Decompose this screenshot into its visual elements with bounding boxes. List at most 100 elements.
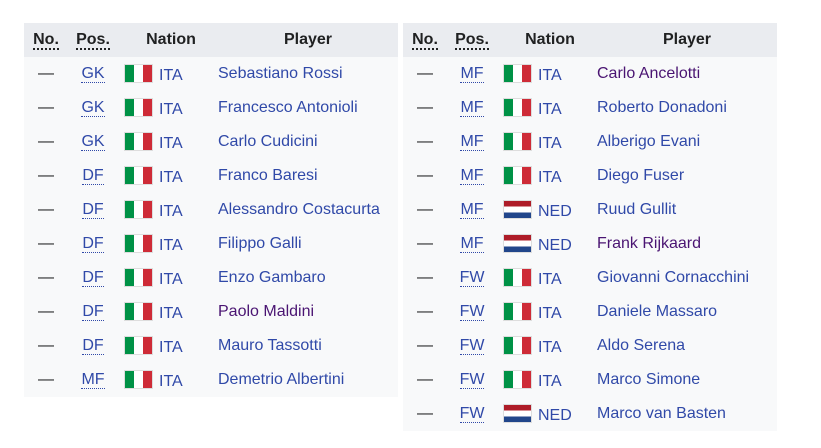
header-pos: Pos. <box>455 31 489 50</box>
position-link[interactable]: MF <box>81 371 105 389</box>
player-link[interactable]: Roberto Donadoni <box>597 99 727 116</box>
nation-code[interactable]: ITA <box>538 100 562 118</box>
player-link[interactable]: Sebastiano Rossi <box>218 65 343 82</box>
position-link[interactable]: GK <box>81 65 105 83</box>
position-link[interactable]: DF <box>82 235 104 253</box>
position-link[interactable]: GK <box>81 133 105 151</box>
position-link[interactable]: MF <box>460 133 484 151</box>
header-player: Player <box>597 23 777 57</box>
italy-flag-icon <box>124 267 153 287</box>
player-link[interactable]: Diego Fuser <box>597 167 685 184</box>
nation-code[interactable]: ITA <box>538 66 562 84</box>
nation-code[interactable]: ITA <box>159 338 183 356</box>
player-link[interactable]: Francesco Antonioli <box>218 99 358 116</box>
squad-number: — <box>417 371 433 388</box>
nation-code[interactable]: NED <box>538 236 572 254</box>
player-link[interactable]: Demetrio Albertini <box>218 371 345 388</box>
position-link[interactable]: GK <box>81 99 105 117</box>
table-row: — GK ITA Sebastiano Rossi <box>24 57 398 91</box>
position-link[interactable]: DF <box>82 269 104 287</box>
italy-flag-icon <box>124 131 153 151</box>
position-link[interactable]: DF <box>82 201 104 219</box>
italy-flag-icon <box>503 97 532 117</box>
player-link[interactable]: Paolo Maldini <box>218 303 315 320</box>
player-link[interactable]: Enzo Gambaro <box>218 269 326 286</box>
squad-number: — <box>417 65 433 82</box>
italy-flag-icon <box>503 335 532 355</box>
header-no: No. <box>33 31 59 50</box>
nation-code[interactable]: ITA <box>159 100 183 118</box>
nation-code[interactable]: ITA <box>159 236 183 254</box>
italy-flag-icon <box>124 233 153 253</box>
table-row: — GK ITA Carlo Cudicini <box>24 125 398 159</box>
header-nation: Nation <box>118 23 218 57</box>
player-link[interactable]: Marco Simone <box>597 371 701 388</box>
squad-number: — <box>38 201 54 218</box>
nation-code[interactable]: ITA <box>159 134 183 152</box>
position-link[interactable]: MF <box>460 201 484 219</box>
header-player: Player <box>218 23 398 57</box>
player-link[interactable]: Frank Rijkaard <box>597 235 702 252</box>
nation-code[interactable]: ITA <box>159 66 183 84</box>
position-link[interactable]: DF <box>82 167 104 185</box>
squad-number: — <box>417 99 433 116</box>
squad-number: — <box>38 133 54 150</box>
position-link[interactable]: FW <box>459 269 485 287</box>
nation-code[interactable]: ITA <box>538 304 562 322</box>
table-row: — FW ITA Marco Simone <box>403 363 777 397</box>
position-link[interactable]: FW <box>459 371 485 389</box>
player-link[interactable]: Carlo Cudicini <box>218 133 318 150</box>
squad-table-right: No. Pos. Nation Player — MF ITA Carlo Ancel… <box>403 23 777 431</box>
nation-code[interactable]: NED <box>538 202 572 220</box>
player-link[interactable]: Alessandro Costacurta <box>218 201 380 218</box>
table-row: — DF ITA Mauro Tassotti <box>24 329 398 363</box>
player-link[interactable]: Alberigo Evani <box>597 133 701 150</box>
nation-code[interactable]: ITA <box>538 134 562 152</box>
netherlands-flag-icon <box>503 199 532 219</box>
table-header: No. Pos. Nation Player <box>24 23 398 57</box>
nation-code[interactable]: ITA <box>159 304 183 322</box>
player-link[interactable]: Aldo Serena <box>597 337 686 354</box>
nation-code[interactable]: ITA <box>538 168 562 186</box>
position-link[interactable]: MF <box>460 167 484 185</box>
italy-flag-icon <box>503 63 532 83</box>
table-row: — DF ITA Enzo Gambaro <box>24 261 398 295</box>
player-link[interactable]: Giovanni Cornacchini <box>597 269 750 286</box>
table-row: — DF ITA Filippo Galli <box>24 227 398 261</box>
player-link[interactable]: Franco Baresi <box>218 167 318 184</box>
table-row: — DF ITA Paolo Maldini <box>24 295 398 329</box>
position-link[interactable]: MF <box>460 235 484 253</box>
position-link[interactable]: FW <box>459 405 485 423</box>
italy-flag-icon <box>124 199 153 219</box>
squad-number: — <box>38 269 54 286</box>
table-row: — MF ITA Roberto Donadoni <box>403 91 777 125</box>
nation-code[interactable]: ITA <box>538 372 562 390</box>
netherlands-flag-icon <box>503 233 532 253</box>
nation-code[interactable]: ITA <box>538 338 562 356</box>
table-row: — DF ITA Franco Baresi <box>24 159 398 193</box>
nation-code[interactable]: ITA <box>159 168 183 186</box>
position-link[interactable]: FW <box>459 303 485 321</box>
nation-code[interactable]: NED <box>538 406 572 424</box>
position-link[interactable]: MF <box>460 99 484 117</box>
nation-code[interactable]: ITA <box>159 270 183 288</box>
squad-number: — <box>38 235 54 252</box>
squad-number: — <box>417 405 433 422</box>
nation-code[interactable]: ITA <box>159 372 183 390</box>
position-link[interactable]: MF <box>460 65 484 83</box>
position-link[interactable]: DF <box>82 303 104 321</box>
player-link[interactable]: Daniele Massaro <box>597 303 718 320</box>
header-no: No. <box>412 31 438 50</box>
player-link[interactable]: Mauro Tassotti <box>218 337 322 354</box>
player-link[interactable]: Marco van Basten <box>597 405 726 422</box>
nation-code[interactable]: ITA <box>538 270 562 288</box>
squad-number: — <box>38 65 54 82</box>
position-link[interactable]: FW <box>459 337 485 355</box>
player-link[interactable]: Filippo Galli <box>218 235 302 252</box>
position-link[interactable]: DF <box>82 337 104 355</box>
header-nation: Nation <box>497 23 597 57</box>
nation-code[interactable]: ITA <box>159 202 183 220</box>
player-link[interactable]: Ruud Gullit <box>597 201 677 218</box>
netherlands-flag-icon <box>503 403 532 423</box>
player-link[interactable]: Carlo Ancelotti <box>597 65 701 82</box>
